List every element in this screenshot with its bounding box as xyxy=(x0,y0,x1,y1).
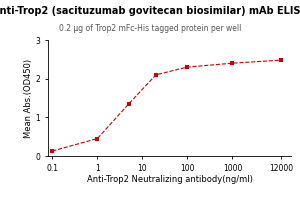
Text: 0.2 μg of Trop2 mFc-His tagged protein per well: 0.2 μg of Trop2 mFc-His tagged protein p… xyxy=(59,24,241,33)
X-axis label: Anti-Trop2 Neutralizing antibody(ng/ml): Anti-Trop2 Neutralizing antibody(ng/ml) xyxy=(87,175,252,184)
Y-axis label: Mean Abs.(OD450): Mean Abs.(OD450) xyxy=(24,58,33,138)
Text: Anti-Trop2 (sacituzumab govitecan biosimilar) mAb ELISA: Anti-Trop2 (sacituzumab govitecan biosim… xyxy=(0,6,300,16)
